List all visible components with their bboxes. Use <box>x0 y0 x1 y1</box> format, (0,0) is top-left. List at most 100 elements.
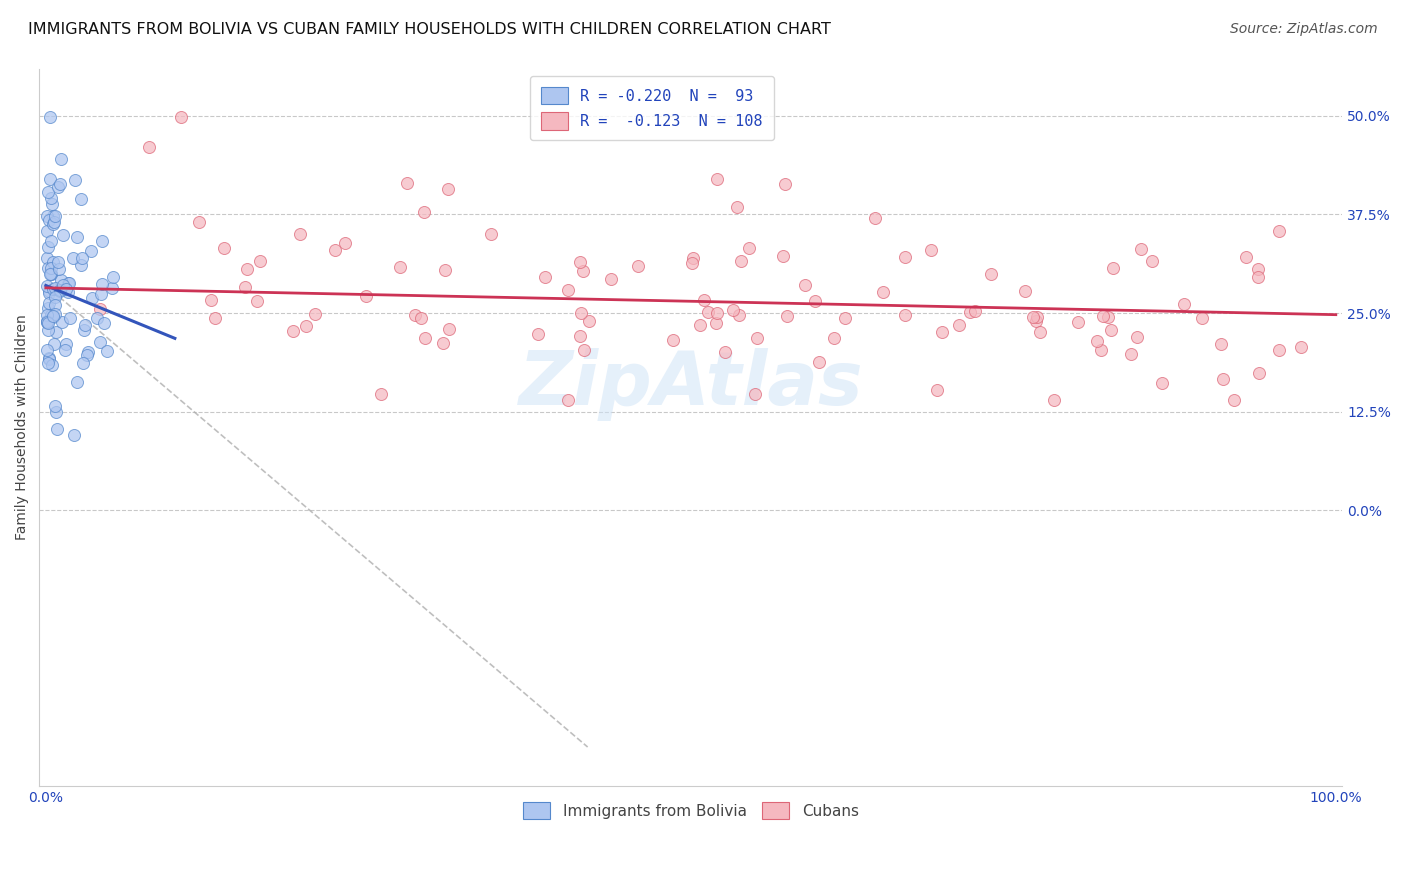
Point <box>744 386 766 401</box>
Point <box>1289 340 1312 354</box>
Point <box>49 177 72 191</box>
Point <box>38 296 60 310</box>
Point <box>661 333 683 347</box>
Point <box>86 311 108 326</box>
Point <box>574 343 596 357</box>
Point <box>38 284 60 298</box>
Point <box>409 310 432 325</box>
Point <box>730 253 752 268</box>
Point <box>925 383 948 397</box>
Point <box>37 251 59 265</box>
Point <box>1129 243 1152 257</box>
Point <box>38 351 60 365</box>
Point <box>404 308 426 322</box>
Point <box>682 252 704 266</box>
Point <box>37 308 59 322</box>
Point <box>681 256 703 270</box>
Point <box>42 209 65 223</box>
Point <box>963 303 986 318</box>
Point <box>101 281 124 295</box>
Point <box>76 348 98 362</box>
Point <box>721 303 744 318</box>
Point <box>39 267 62 281</box>
Legend: Immigrants from Bolivia, Cubans: Immigrants from Bolivia, Cubans <box>517 796 865 825</box>
Point <box>37 315 59 329</box>
Point <box>432 335 454 350</box>
Point <box>72 356 94 370</box>
Point <box>534 269 557 284</box>
Y-axis label: Family Households with Children: Family Households with Children <box>15 315 30 541</box>
Point <box>931 325 953 339</box>
Point <box>53 343 76 357</box>
Point <box>233 280 256 294</box>
Point <box>1222 392 1244 407</box>
Point <box>37 261 59 276</box>
Point <box>1152 376 1174 390</box>
Point <box>1249 366 1271 380</box>
Point <box>1247 262 1270 277</box>
Point <box>865 211 887 225</box>
Point <box>804 294 827 309</box>
Point <box>1209 337 1232 351</box>
Point <box>44 209 66 223</box>
Point <box>69 258 91 272</box>
Point <box>370 386 392 401</box>
Point <box>706 172 728 186</box>
Point <box>46 180 69 194</box>
Point <box>725 200 748 214</box>
Point <box>39 172 62 186</box>
Point <box>738 242 761 256</box>
Point <box>479 227 502 241</box>
Point <box>39 267 62 281</box>
Point <box>1268 343 1291 357</box>
Point <box>51 153 73 167</box>
Point <box>38 111 60 125</box>
Point <box>44 290 66 304</box>
Point <box>1092 309 1115 323</box>
Point <box>62 251 84 265</box>
Point <box>697 305 720 319</box>
Point <box>599 272 621 286</box>
Point <box>1234 250 1257 264</box>
Point <box>90 234 112 248</box>
Point <box>794 278 817 293</box>
Point <box>45 405 67 419</box>
Point <box>557 392 579 407</box>
Point <box>37 313 59 327</box>
Point <box>70 192 93 206</box>
Point <box>626 259 648 273</box>
Point <box>170 110 193 124</box>
Point <box>747 331 769 345</box>
Point <box>91 277 114 291</box>
Point <box>73 322 96 336</box>
Text: IMMIGRANTS FROM BOLIVIA VS CUBAN FAMILY HOUSEHOLDS WITH CHILDREN CORRELATION CHA: IMMIGRANTS FROM BOLIVIA VS CUBAN FAMILY … <box>28 22 831 37</box>
Point <box>693 293 716 307</box>
Point <box>37 240 59 254</box>
Point <box>823 331 845 345</box>
Point <box>70 252 93 266</box>
Point <box>872 285 894 299</box>
Point <box>571 264 593 278</box>
Point <box>37 301 59 315</box>
Text: ZipAtlas: ZipAtlas <box>519 348 863 421</box>
Point <box>1212 372 1234 386</box>
Point <box>39 308 62 322</box>
Point <box>37 185 59 199</box>
Point <box>39 191 62 205</box>
Point <box>138 140 160 154</box>
Point <box>39 267 62 281</box>
Point <box>103 270 125 285</box>
Point <box>37 209 59 223</box>
Point <box>41 310 63 324</box>
Point <box>1029 325 1052 339</box>
Point <box>396 176 419 190</box>
Point <box>728 308 751 322</box>
Point <box>689 318 711 332</box>
Point <box>49 273 72 287</box>
Point <box>55 337 77 351</box>
Point <box>42 282 65 296</box>
Point <box>959 304 981 318</box>
Point <box>706 306 728 320</box>
Point <box>41 359 63 373</box>
Point <box>389 260 412 275</box>
